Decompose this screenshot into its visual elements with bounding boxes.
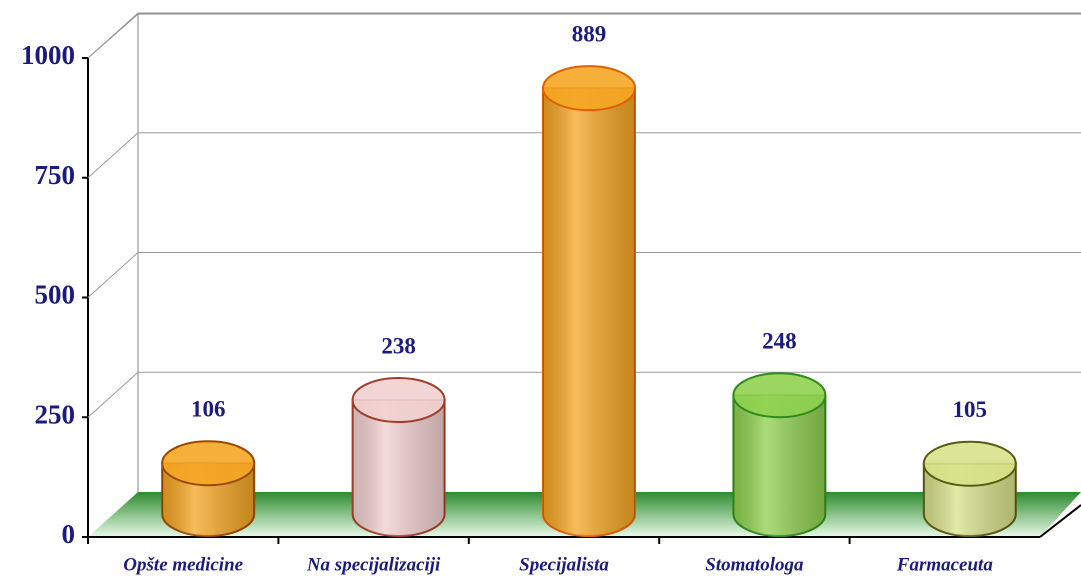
data-label: 106 xyxy=(191,397,226,422)
x-tick-label: Opšte medicine xyxy=(123,554,243,575)
data-label: 238 xyxy=(381,333,416,358)
grid-line xyxy=(87,371,139,418)
y-tick-label: 500 xyxy=(35,280,76,310)
y-tick-label: 1000 xyxy=(21,40,75,70)
cylinder-top xyxy=(161,440,256,487)
plot: 0 250 500 750 1000 Opšte medicine 106 Na specij… xyxy=(21,12,1081,575)
data-label: 889 xyxy=(572,21,607,46)
x-tick-label: Na specijalizaciji xyxy=(306,554,441,575)
grid-line xyxy=(87,132,139,179)
data-label: 248 xyxy=(762,328,797,353)
cylinder-top xyxy=(351,376,446,423)
cylinder-top xyxy=(542,65,636,112)
y-tick-label: 250 xyxy=(35,399,76,429)
x-tick-label: Stomatologa xyxy=(705,554,804,575)
cylinder-top xyxy=(922,440,1017,487)
x-tick-label: Farmaceuta xyxy=(896,554,994,575)
x-tick-label: Specijalista xyxy=(519,554,609,575)
y-tick-label: 0 xyxy=(62,519,76,549)
grid-line xyxy=(87,252,139,298)
y-tick-label: 750 xyxy=(35,160,76,190)
cylinder-shade xyxy=(352,399,445,536)
cylinder-shade xyxy=(733,395,826,537)
grid-line xyxy=(87,12,139,59)
floor-edge xyxy=(1039,504,1081,538)
data-label: 105 xyxy=(953,397,988,422)
cylinder-top xyxy=(732,372,827,419)
cylinder-shade xyxy=(543,88,635,536)
